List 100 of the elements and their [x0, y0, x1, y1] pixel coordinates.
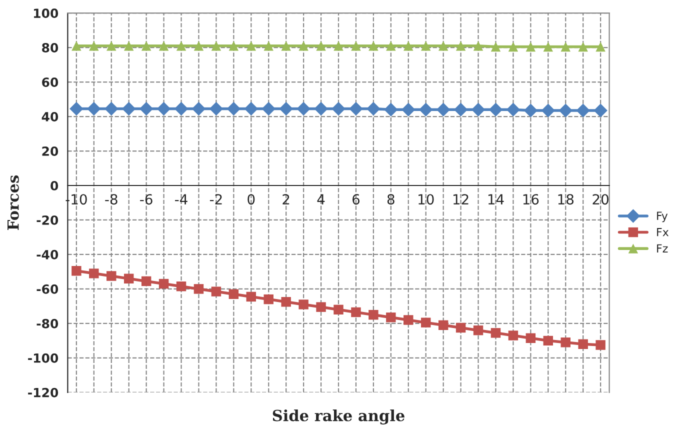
y-tick-label: -100 [28, 353, 58, 363]
point [316, 302, 326, 312]
y-tick-label: 60 [42, 78, 58, 87]
point [490, 42, 501, 52]
point [596, 340, 606, 350]
y-tick-label: -80 [36, 318, 58, 328]
x-axis-title: Side rake angle [272, 409, 404, 424]
point [281, 40, 291, 51]
point [560, 338, 570, 348]
point [438, 320, 448, 330]
point [473, 40, 484, 51]
point [156, 102, 171, 116]
point [368, 40, 378, 51]
point [264, 294, 274, 304]
point [526, 333, 536, 343]
point [281, 297, 291, 307]
point [228, 40, 239, 51]
point [124, 274, 134, 284]
point [296, 102, 310, 116]
point [334, 304, 344, 314]
point [211, 40, 222, 51]
x-tick-label: 12 [453, 194, 468, 204]
x-tick-label: 4 [317, 194, 325, 204]
point [141, 276, 152, 286]
point [594, 104, 608, 118]
x-tick-label: -8 [105, 194, 118, 205]
point [456, 40, 466, 51]
x-tick-label: 16 [523, 194, 539, 205]
point [351, 307, 361, 318]
point [543, 42, 554, 52]
point [314, 102, 328, 116]
point [402, 102, 416, 117]
point [246, 292, 256, 302]
point [473, 325, 484, 336]
point [490, 328, 501, 338]
point [89, 268, 99, 278]
point [174, 102, 188, 116]
x-tick-label: 10 [418, 194, 434, 205]
point [72, 266, 82, 276]
point [543, 336, 554, 346]
point [404, 40, 414, 51]
point [211, 286, 222, 296]
point [209, 102, 224, 116]
point [386, 40, 396, 51]
point [508, 42, 518, 52]
point [279, 102, 293, 116]
point [262, 102, 276, 116]
point [578, 42, 588, 52]
point [244, 102, 258, 116]
point [351, 40, 361, 51]
y-tick-label: 100 [34, 8, 58, 18]
point [194, 40, 204, 51]
point [298, 40, 308, 51]
point [404, 315, 414, 325]
point [158, 278, 169, 289]
y-tick-label: 0 [50, 180, 58, 190]
point [526, 42, 536, 52]
point [386, 312, 396, 322]
y-tick-label: 20 [42, 146, 58, 156]
point [560, 42, 570, 52]
x-tick-label: 6 [352, 194, 360, 205]
point [228, 289, 239, 299]
legend-label: Fx [657, 228, 669, 236]
y-tick-label: -120 [28, 388, 58, 398]
x-tick-label: 18 [558, 194, 574, 205]
point [418, 102, 433, 117]
point [454, 102, 468, 117]
point [106, 40, 116, 51]
y-axis-title: Forces [8, 175, 19, 230]
point [420, 318, 431, 328]
x-tick-label: -6 [140, 194, 152, 205]
point [508, 330, 518, 340]
point [124, 40, 134, 51]
point [246, 40, 256, 51]
point [176, 40, 186, 51]
point [226, 102, 241, 116]
point [558, 104, 572, 118]
point [524, 104, 538, 118]
point [192, 102, 206, 116]
point [596, 42, 606, 52]
point [122, 102, 136, 116]
point [436, 102, 450, 117]
x-tick-label: -2 [210, 194, 222, 204]
point [158, 40, 169, 51]
y-tick-label: -40 [36, 250, 58, 260]
point [368, 310, 378, 320]
point [106, 271, 116, 281]
point [576, 104, 590, 118]
y-tick-label: -20 [36, 215, 58, 225]
point [89, 40, 99, 51]
y-tick-label: -60 [36, 284, 58, 294]
point [349, 102, 363, 116]
point [104, 102, 118, 116]
point [332, 102, 346, 116]
x-tick-label: 0 [248, 194, 255, 205]
point [420, 40, 431, 51]
point [70, 102, 84, 116]
point [298, 300, 308, 310]
point [72, 40, 82, 51]
point [471, 102, 486, 117]
